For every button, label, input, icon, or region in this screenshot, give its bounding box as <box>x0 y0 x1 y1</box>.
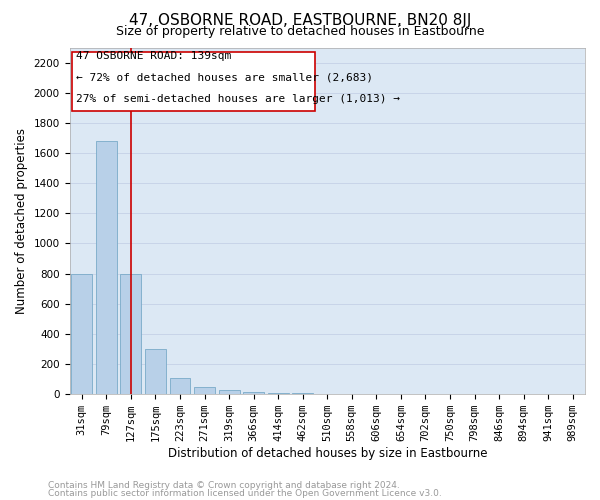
Bar <box>170 378 190 394</box>
Bar <box>145 349 166 394</box>
Bar <box>194 386 215 394</box>
Text: Contains HM Land Registry data © Crown copyright and database right 2024.: Contains HM Land Registry data © Crown c… <box>48 481 400 490</box>
Bar <box>218 390 239 394</box>
Bar <box>121 274 142 394</box>
Text: Contains public sector information licensed under the Open Government Licence v3: Contains public sector information licen… <box>48 490 442 498</box>
Y-axis label: Number of detached properties: Number of detached properties <box>15 128 28 314</box>
Bar <box>71 274 92 394</box>
Text: 47 OSBORNE ROAD: 139sqm: 47 OSBORNE ROAD: 139sqm <box>76 51 231 61</box>
X-axis label: Distribution of detached houses by size in Eastbourne: Distribution of detached houses by size … <box>167 447 487 460</box>
Text: Size of property relative to detached houses in Eastbourne: Size of property relative to detached ho… <box>116 25 484 38</box>
Bar <box>96 141 117 394</box>
FancyBboxPatch shape <box>72 52 315 111</box>
Text: 27% of semi-detached houses are larger (1,013) →: 27% of semi-detached houses are larger (… <box>76 94 400 104</box>
Bar <box>243 392 264 394</box>
Text: ← 72% of detached houses are smaller (2,683): ← 72% of detached houses are smaller (2,… <box>76 72 373 83</box>
Bar <box>268 393 289 394</box>
Text: 47, OSBORNE ROAD, EASTBOURNE, BN20 8JJ: 47, OSBORNE ROAD, EASTBOURNE, BN20 8JJ <box>129 12 471 28</box>
